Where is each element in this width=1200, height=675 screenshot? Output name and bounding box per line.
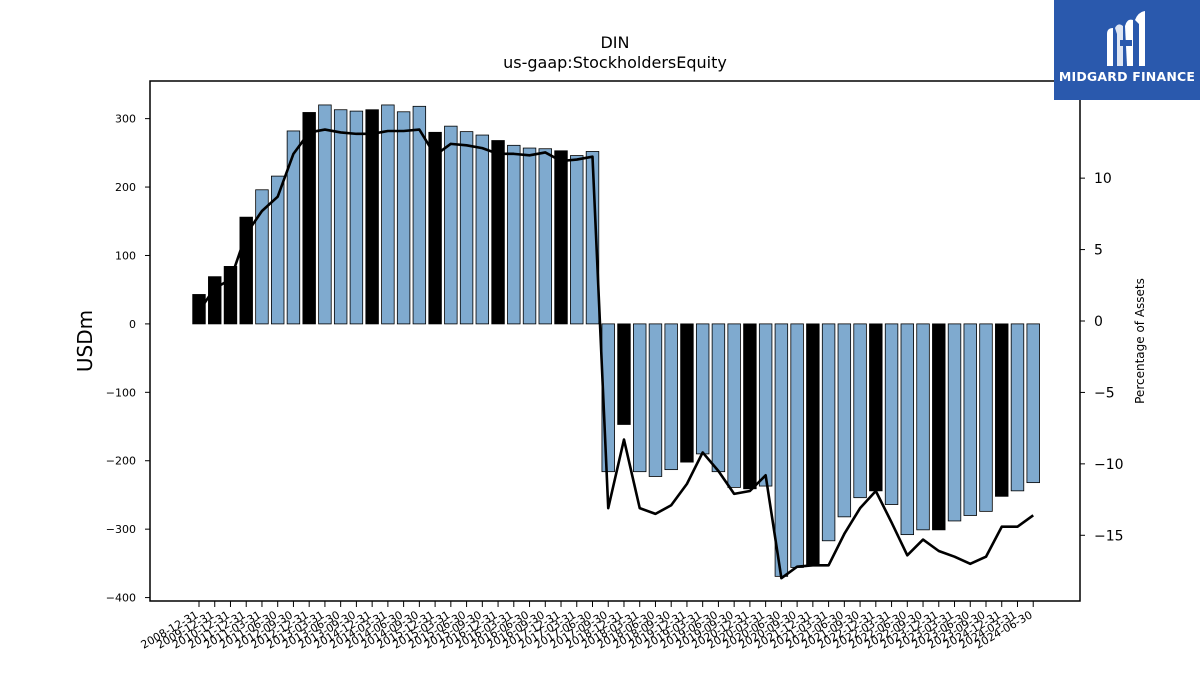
bar xyxy=(491,140,505,325)
midgard-logo-icon xyxy=(1107,11,1145,67)
y-axis-label: USDm xyxy=(73,310,97,372)
bar xyxy=(507,144,521,325)
bar xyxy=(412,105,427,325)
bar xyxy=(1010,323,1025,492)
bar xyxy=(349,110,364,325)
bar xyxy=(302,112,316,325)
percentage-line xyxy=(197,128,1034,580)
bar xyxy=(208,276,222,325)
bar xyxy=(1026,323,1040,484)
y2-tick-label: 5 xyxy=(1094,243,1103,259)
bar xyxy=(806,323,820,567)
y-tick-label: 300 xyxy=(115,113,136,126)
y2-tick-label: −15 xyxy=(1094,528,1124,544)
bar xyxy=(869,323,883,492)
bar xyxy=(365,109,379,325)
bar xyxy=(900,323,915,536)
plot-frame xyxy=(149,80,1081,602)
bar xyxy=(538,148,552,325)
bar xyxy=(554,150,568,325)
bar xyxy=(459,131,474,325)
bar xyxy=(617,323,631,425)
bar xyxy=(396,111,411,325)
bar xyxy=(853,323,867,499)
y-tick-label: −400 xyxy=(106,592,136,605)
bar xyxy=(585,151,600,325)
bar xyxy=(522,147,537,325)
midgard-finance-logo: MIDGARD FINANCE xyxy=(1054,0,1200,100)
bar-group xyxy=(192,104,1040,577)
y-tick-label: −200 xyxy=(106,455,136,468)
bar xyxy=(979,323,993,512)
bar xyxy=(664,323,678,471)
bar xyxy=(680,323,694,463)
bar xyxy=(633,323,647,473)
bar xyxy=(255,189,269,325)
bar xyxy=(333,109,348,325)
chart-subtitle: us-gaap:StockholdersEquity xyxy=(503,53,727,72)
bar xyxy=(774,323,789,577)
bar xyxy=(884,323,899,505)
y2-tick-label: −10 xyxy=(1094,457,1124,473)
y2-tick-label: 10 xyxy=(1094,171,1112,187)
bar xyxy=(570,155,584,325)
bar xyxy=(428,131,442,325)
bar xyxy=(947,323,962,522)
chart-title: DIN xyxy=(600,33,629,52)
bar xyxy=(916,323,930,531)
bar xyxy=(223,266,238,325)
y-tick-label: −100 xyxy=(106,386,136,399)
bar xyxy=(475,134,490,325)
bar xyxy=(743,323,757,490)
bar xyxy=(837,323,852,518)
y2-axis: 10 5 0 −5 −10 −15 xyxy=(1080,171,1124,544)
bar xyxy=(932,323,946,531)
bar xyxy=(381,104,395,325)
y-tick-label: 0 xyxy=(129,318,136,331)
bar xyxy=(995,323,1009,497)
bar xyxy=(648,323,663,477)
bar xyxy=(790,323,804,568)
x-axis: 2008-12-312009-12-312010-12-312011-12-31… xyxy=(139,601,1035,652)
y2-tick-label: 0 xyxy=(1094,314,1103,330)
bar xyxy=(270,175,285,325)
y-axis: 300 200 100 0 −100 −200 −300 −400 xyxy=(106,113,150,605)
y2-tick-label: −5 xyxy=(1094,385,1115,401)
bar xyxy=(286,130,301,325)
y-tick-label: 200 xyxy=(115,181,136,194)
bar xyxy=(727,323,741,488)
bar xyxy=(821,323,836,542)
y2-axis-label: Percentage of Assets xyxy=(1133,278,1147,404)
bar xyxy=(444,125,458,325)
bar xyxy=(963,323,977,516)
y-tick-label: 100 xyxy=(115,249,136,262)
bar xyxy=(758,323,773,487)
bar xyxy=(695,323,710,455)
bar xyxy=(318,104,332,325)
bar xyxy=(711,323,726,473)
logo-text: MIDGARD FINANCE xyxy=(1058,69,1196,84)
y-tick-label: −300 xyxy=(106,523,136,536)
